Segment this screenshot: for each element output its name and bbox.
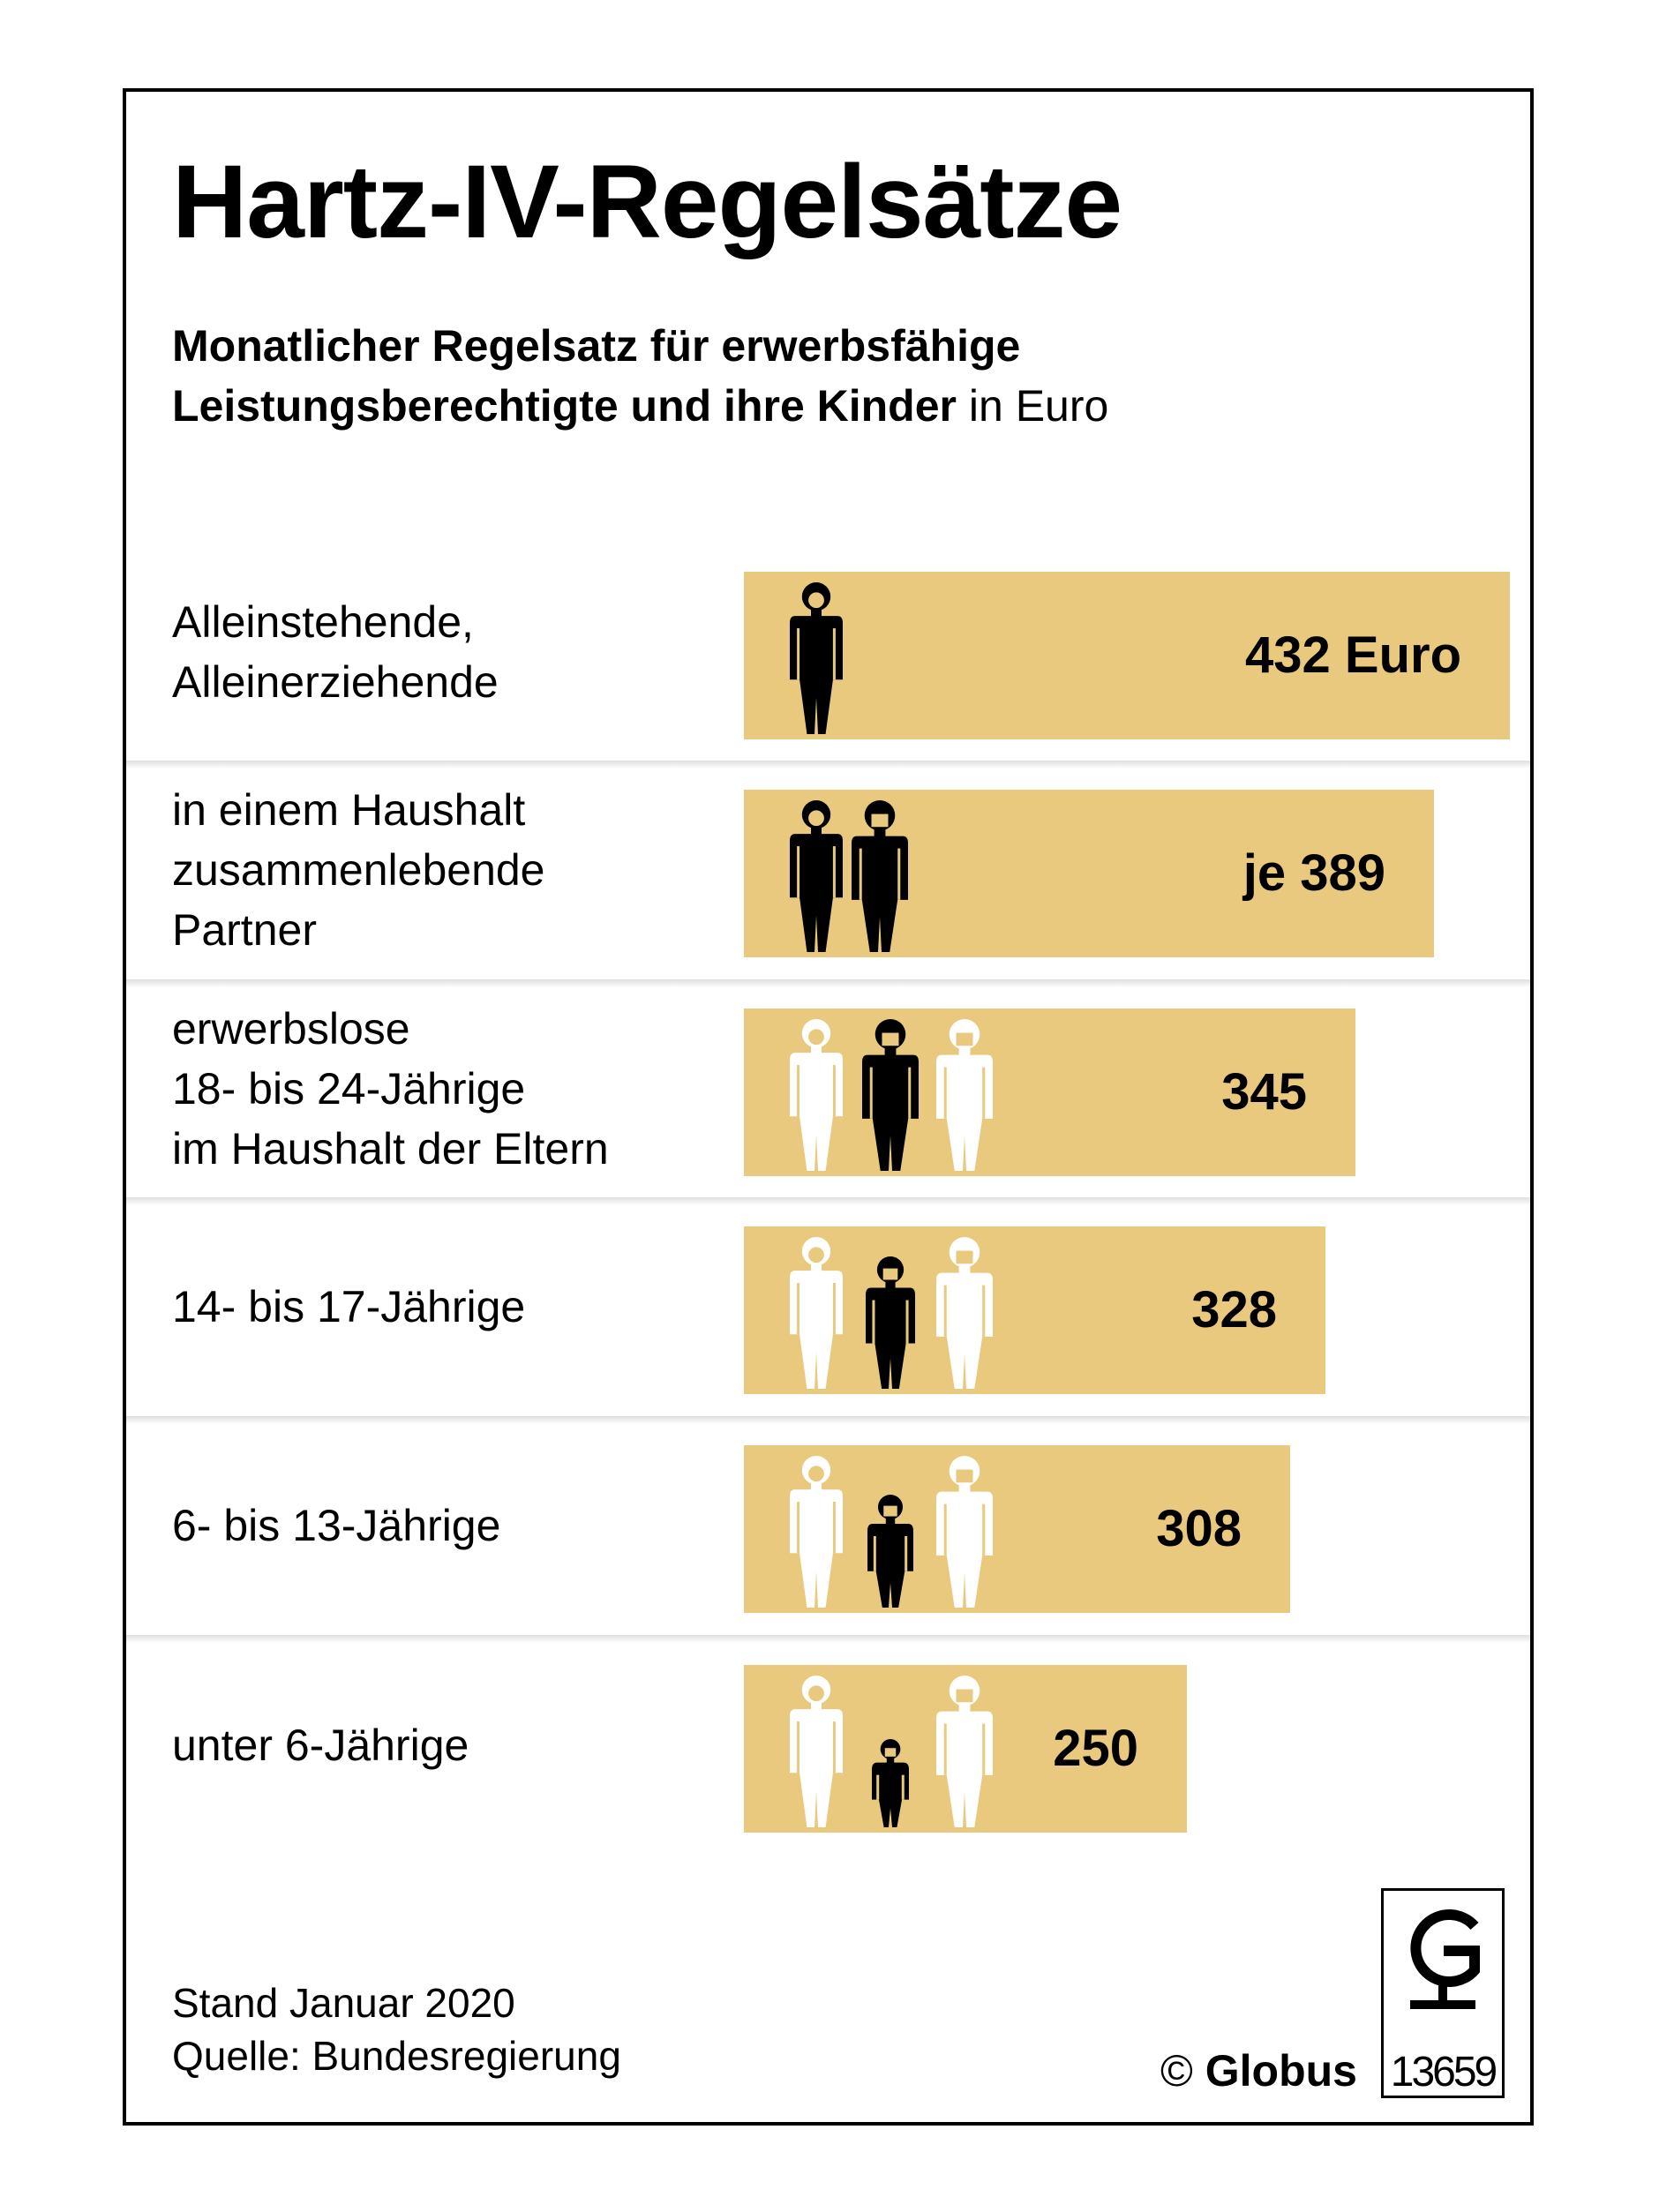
- category-label-line: Alleinstehende,: [172, 597, 474, 647]
- row-separator: [126, 1416, 1530, 1424]
- value-label: je 389: [1242, 844, 1385, 902]
- people-icons: [790, 1237, 993, 1389]
- person-icon: [790, 1019, 843, 1171]
- globus-logo: 13659: [1381, 1888, 1505, 2098]
- category-label: Alleinstehende, Alleinerziehende: [172, 592, 499, 712]
- category-label-line: unter 6-Jährige: [172, 1721, 469, 1770]
- category-label-line: im Haushalt der Eltern: [172, 1124, 609, 1173]
- subtitle-unit: in Euro: [957, 381, 1109, 431]
- value-bar: 308: [744, 1445, 1290, 1613]
- category-label-line: Partner: [172, 905, 317, 955]
- row-separator: [126, 979, 1530, 987]
- chart-footer: Stand Januar 2020 Quelle: Bundesregierun…: [172, 1976, 621, 2082]
- value-label: 328: [1191, 1281, 1277, 1338]
- person-icon: [790, 1456, 843, 1608]
- people-icons: [790, 800, 908, 952]
- category-label-line: 6- bis 13-Jährige: [172, 1501, 501, 1550]
- category-label-line: erwerbslose: [172, 1004, 410, 1054]
- people-icons: [790, 582, 843, 734]
- value-bar: je 389: [744, 790, 1434, 957]
- person-icon: [790, 582, 843, 734]
- category-label-line: in einem Haushalt: [172, 785, 526, 835]
- person-icon: [936, 1019, 993, 1171]
- footer-source: Quelle: Bundesregierung: [172, 2033, 621, 2079]
- person-icon: [867, 1495, 913, 1608]
- category-label: erwerbslose 18- bis 24-Jährige im Haushalt…: [172, 999, 609, 1179]
- value-bar: 328: [744, 1226, 1325, 1394]
- value-bar: 345: [744, 1009, 1355, 1176]
- graphic-number: 13659: [1390, 2049, 1498, 2096]
- value-bar: 250: [744, 1665, 1187, 1833]
- row-separator: [126, 761, 1530, 769]
- category-label-line: 18- bis 24-Jährige: [172, 1064, 526, 1113]
- category-label-line: zusammenlebende: [172, 845, 545, 895]
- category-label-line: Alleinerziehende: [172, 657, 499, 707]
- copyright: © Globus: [1160, 2049, 1357, 2093]
- chart-title: Hartz-IV-Regelsätze: [172, 144, 1122, 260]
- person-icon: [936, 1237, 993, 1389]
- value-bar: 432 Euro: [744, 572, 1510, 739]
- row-separator: [126, 1197, 1530, 1205]
- category-label-line: 14- bis 17-Jährige: [172, 1282, 526, 1331]
- globus-logo-icon: [1410, 1909, 1480, 2009]
- person-icon: [866, 1256, 915, 1389]
- category-label: 14- bis 17-Jährige: [172, 1277, 525, 1337]
- category-label: 6- bis 13-Jährige: [172, 1496, 500, 1556]
- people-icons: [790, 1676, 993, 1827]
- person-icon: [862, 1019, 919, 1171]
- person-icon: [790, 1676, 843, 1827]
- copyright-name: Globus: [1205, 2046, 1357, 2096]
- person-icon: [790, 800, 843, 952]
- category-label: in einem Haushalt zusammenlebende Partner: [172, 780, 545, 960]
- value-label: 250: [1053, 1720, 1138, 1777]
- subtitle-line-1: Monatlicher Regelsatz für erwerbsfähige: [172, 321, 1021, 371]
- chart-subtitle: Monatlicher Regelsatz für erwerbsfähige …: [172, 316, 1108, 436]
- person-icon: [790, 1237, 843, 1389]
- row-separator: [126, 1635, 1530, 1643]
- person-icon: [872, 1739, 909, 1827]
- value-label: 308: [1156, 1500, 1242, 1557]
- subtitle-line-2: Leistungsberechtigte und ihre Kinder: [172, 381, 957, 431]
- people-icons: [790, 1456, 993, 1608]
- people-icons: [790, 1019, 993, 1171]
- copyright-symbol: ©: [1160, 2046, 1193, 2096]
- footer-date: Stand Januar 2020: [172, 1980, 515, 2026]
- person-icon: [936, 1456, 993, 1608]
- value-label: 345: [1221, 1063, 1307, 1121]
- person-icon: [852, 800, 908, 952]
- value-label: 432 Euro: [1245, 626, 1461, 684]
- chart-frame: [123, 88, 1534, 2126]
- person-icon: [936, 1676, 993, 1827]
- category-label: unter 6-Jährige: [172, 1715, 469, 1775]
